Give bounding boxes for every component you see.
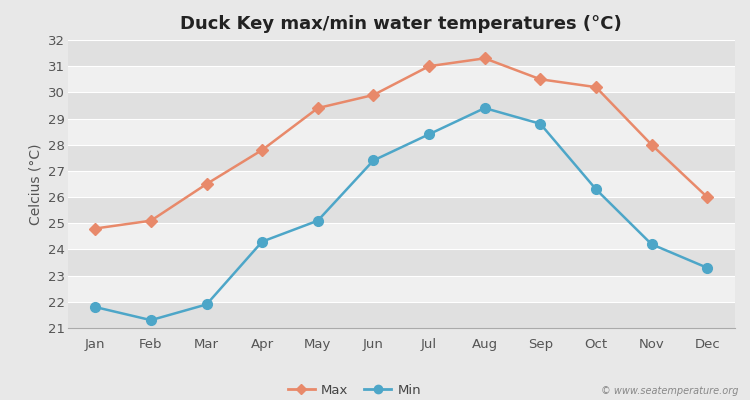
- Bar: [68, 171, 735, 197]
- Bar: [68, 302, 735, 328]
- Max: [314, 106, 322, 110]
- Max: [592, 85, 601, 90]
- Title: Duck Key max/min water temperatures (°C): Duck Key max/min water temperatures (°C): [180, 15, 622, 33]
- Max: [536, 77, 544, 82]
- Max: [424, 64, 433, 68]
- Bar: [68, 118, 735, 145]
- Bar: [68, 197, 735, 223]
- Min: [480, 106, 489, 110]
- Min: [369, 158, 378, 163]
- Bar: [68, 276, 735, 302]
- Min: [202, 302, 211, 307]
- Text: © www.seatemperature.org: © www.seatemperature.org: [602, 386, 739, 396]
- Min: [424, 132, 433, 137]
- Max: [91, 226, 100, 231]
- Bar: [68, 66, 735, 92]
- Min: [258, 239, 267, 244]
- Y-axis label: Celcius (°C): Celcius (°C): [28, 143, 42, 225]
- Line: Min: Min: [91, 103, 712, 325]
- Max: [258, 148, 267, 152]
- Max: [480, 56, 489, 61]
- Legend: Max, Min: Max, Min: [283, 378, 426, 400]
- Bar: [68, 145, 735, 171]
- Bar: [68, 40, 735, 66]
- Bar: [68, 250, 735, 276]
- Min: [703, 265, 712, 270]
- Min: [91, 305, 100, 310]
- Max: [146, 218, 155, 223]
- Min: [536, 121, 544, 126]
- Max: [703, 195, 712, 200]
- Min: [314, 218, 322, 223]
- Bar: [68, 92, 735, 118]
- Max: [369, 92, 378, 97]
- Min: [647, 242, 656, 247]
- Max: [647, 142, 656, 147]
- Bar: [68, 223, 735, 250]
- Min: [592, 187, 601, 192]
- Line: Max: Max: [92, 54, 711, 233]
- Max: [202, 182, 211, 186]
- Min: [146, 318, 155, 322]
